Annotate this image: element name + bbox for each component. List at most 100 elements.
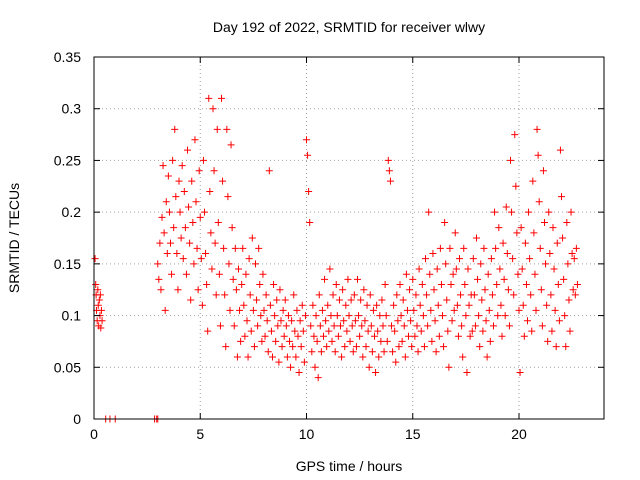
- data-point: [226, 306, 234, 314]
- data-point: [402, 270, 410, 278]
- data-point: [513, 229, 521, 237]
- data-point: [192, 198, 200, 206]
- data-point: [462, 312, 470, 320]
- data-point: [178, 162, 186, 170]
- data-point: [521, 239, 529, 247]
- data-point: [541, 218, 548, 226]
- data-point: [307, 322, 315, 330]
- data-point: [522, 281, 530, 289]
- data-point: [530, 229, 538, 237]
- data-point: [447, 281, 455, 289]
- data-point: [547, 291, 555, 299]
- data-point: [532, 306, 540, 314]
- x-axis-label: GPS time / hours: [296, 458, 403, 474]
- data-point: [400, 322, 408, 330]
- data-point: [92, 281, 100, 289]
- data-point: [431, 317, 439, 325]
- data-point: [357, 296, 365, 304]
- data-point: [337, 322, 344, 330]
- data-point: [416, 301, 424, 309]
- data-point: [315, 291, 323, 299]
- data-point: [486, 337, 494, 345]
- data-point: [248, 234, 256, 242]
- data-point: [399, 296, 407, 304]
- data-point: [395, 343, 403, 351]
- y-tick-label: 0: [73, 411, 81, 427]
- data-point: [446, 244, 454, 252]
- data-point: [483, 353, 491, 361]
- data-point: [544, 337, 552, 345]
- data-point: [406, 286, 414, 294]
- data-point: [275, 358, 283, 366]
- data-point: [412, 291, 420, 299]
- data-point: [459, 353, 467, 361]
- data-point: [380, 348, 388, 356]
- data-point: [564, 260, 572, 268]
- data-point: [377, 337, 385, 345]
- data-point: [240, 301, 248, 309]
- data-point: [169, 156, 177, 164]
- data-point: [424, 322, 432, 330]
- data-point: [189, 218, 197, 226]
- data-point: [452, 265, 460, 273]
- data-point: [265, 167, 273, 175]
- data-point: [314, 374, 322, 382]
- data-point: [242, 270, 250, 278]
- data-point: [264, 348, 272, 356]
- data-point: [334, 332, 342, 340]
- data-point: [383, 337, 391, 345]
- data-point: [230, 322, 238, 330]
- data-point: [281, 296, 289, 304]
- data-point: [174, 286, 182, 294]
- chart-title: Day 192 of 2022, SRMTID for receiver wlw…: [213, 19, 485, 35]
- data-point: [423, 291, 431, 299]
- data-point: [463, 368, 471, 376]
- data-point: [566, 327, 574, 335]
- data-point: [429, 250, 437, 258]
- data-point: [480, 244, 488, 252]
- data-point: [369, 306, 377, 314]
- data-point: [188, 177, 196, 185]
- data-point: [158, 213, 166, 221]
- data-point: [385, 167, 393, 175]
- data-point: [508, 208, 516, 216]
- data-point: [311, 363, 319, 371]
- data-point: [373, 301, 381, 309]
- data-point: [401, 353, 409, 361]
- data-point: [190, 260, 198, 268]
- data-point: [277, 317, 285, 325]
- data-point: [280, 332, 288, 340]
- x-axis-ticks: 0 5 10 15 20: [90, 57, 527, 442]
- data-point: [219, 177, 227, 185]
- data-point: [286, 337, 293, 345]
- data-point: [408, 343, 416, 351]
- data-point: [205, 94, 213, 102]
- data-point: [509, 255, 517, 263]
- data-point: [548, 327, 556, 335]
- data-point: [322, 317, 330, 325]
- data-point: [371, 332, 378, 340]
- data-point: [345, 312, 353, 320]
- data-point: [196, 213, 204, 221]
- data-point: [309, 301, 317, 309]
- data-point: [332, 281, 340, 289]
- data-point: [469, 255, 477, 263]
- data-point: [417, 327, 425, 335]
- data-point: [427, 306, 435, 314]
- data-point: [405, 332, 412, 340]
- data-point: [366, 291, 374, 299]
- data-point: [344, 275, 352, 283]
- data-point: [213, 125, 221, 133]
- data-point: [419, 312, 427, 320]
- data-point: [378, 296, 386, 304]
- data-point: [432, 348, 440, 356]
- data-point: [208, 265, 216, 273]
- data-point: [202, 250, 210, 258]
- data-point: [487, 255, 495, 263]
- data-point: [241, 332, 249, 340]
- data-point: [257, 312, 265, 320]
- data-point: [246, 291, 254, 299]
- data-point: [572, 244, 580, 252]
- data-point: [397, 312, 405, 320]
